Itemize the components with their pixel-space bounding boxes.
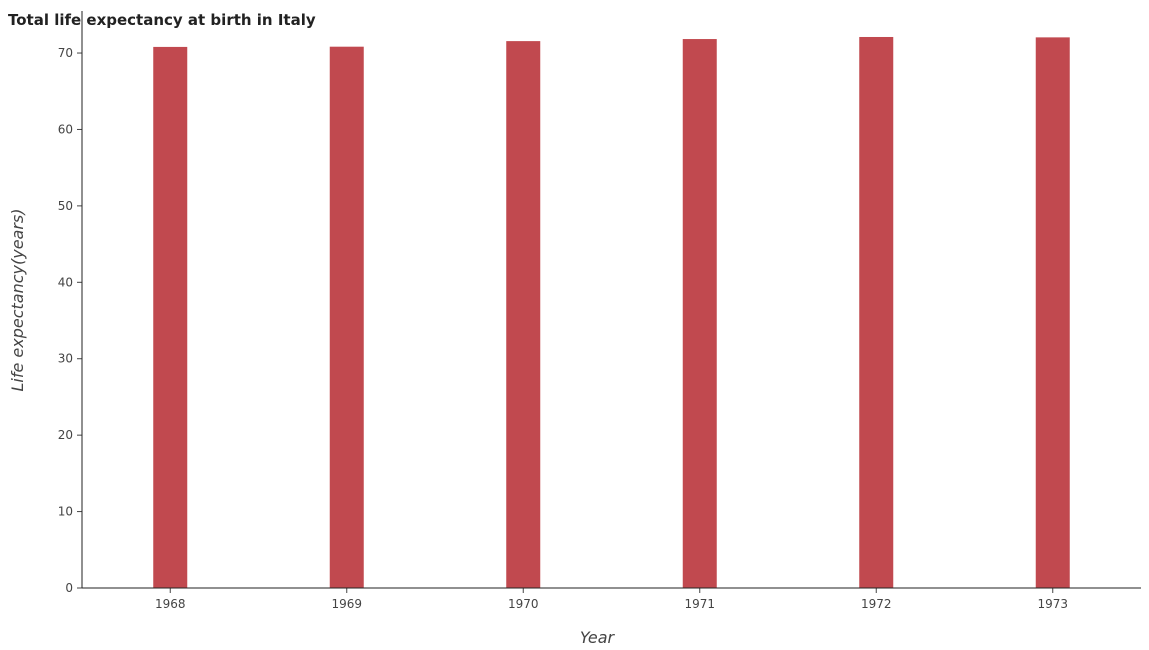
bars [153, 36, 1070, 589]
bar-1969 [329, 46, 364, 588]
x-tick-label: 1973 [1037, 597, 1068, 611]
bar-1968 [153, 46, 188, 589]
x-tick-label: 1971 [684, 597, 715, 611]
y-tick-label: 20 [58, 428, 73, 442]
bar-1972 [859, 36, 894, 588]
x-tick-label: 1968 [155, 597, 186, 611]
x-tick-label: 1972 [861, 597, 892, 611]
x-tick-label: 1969 [331, 597, 362, 611]
y-tick-label: 50 [58, 199, 73, 213]
bar-1973 [1035, 37, 1070, 589]
y-tick-label: 40 [58, 275, 73, 289]
y-tick-label: 0 [65, 581, 73, 595]
y-tick-label: 10 [58, 505, 73, 519]
x-axis-ticks: 1968 1969 1970 1971 1972 1973 [155, 588, 1068, 611]
y-axis-title: Life expectancy(years) [8, 208, 27, 391]
y-tick-label: 30 [58, 352, 73, 366]
y-axis-ticks: 0 10 20 30 40 50 60 70 [58, 46, 82, 595]
y-tick-label: 70 [58, 46, 73, 60]
y-tick-label: 60 [58, 122, 73, 136]
x-tick-label: 1970 [508, 597, 539, 611]
x-axis-title: Year [580, 628, 616, 647]
bar-1970 [506, 41, 541, 589]
chart-title: Total life expectancy at birth in Italy [8, 11, 316, 29]
bar-1971 [682, 39, 717, 589]
